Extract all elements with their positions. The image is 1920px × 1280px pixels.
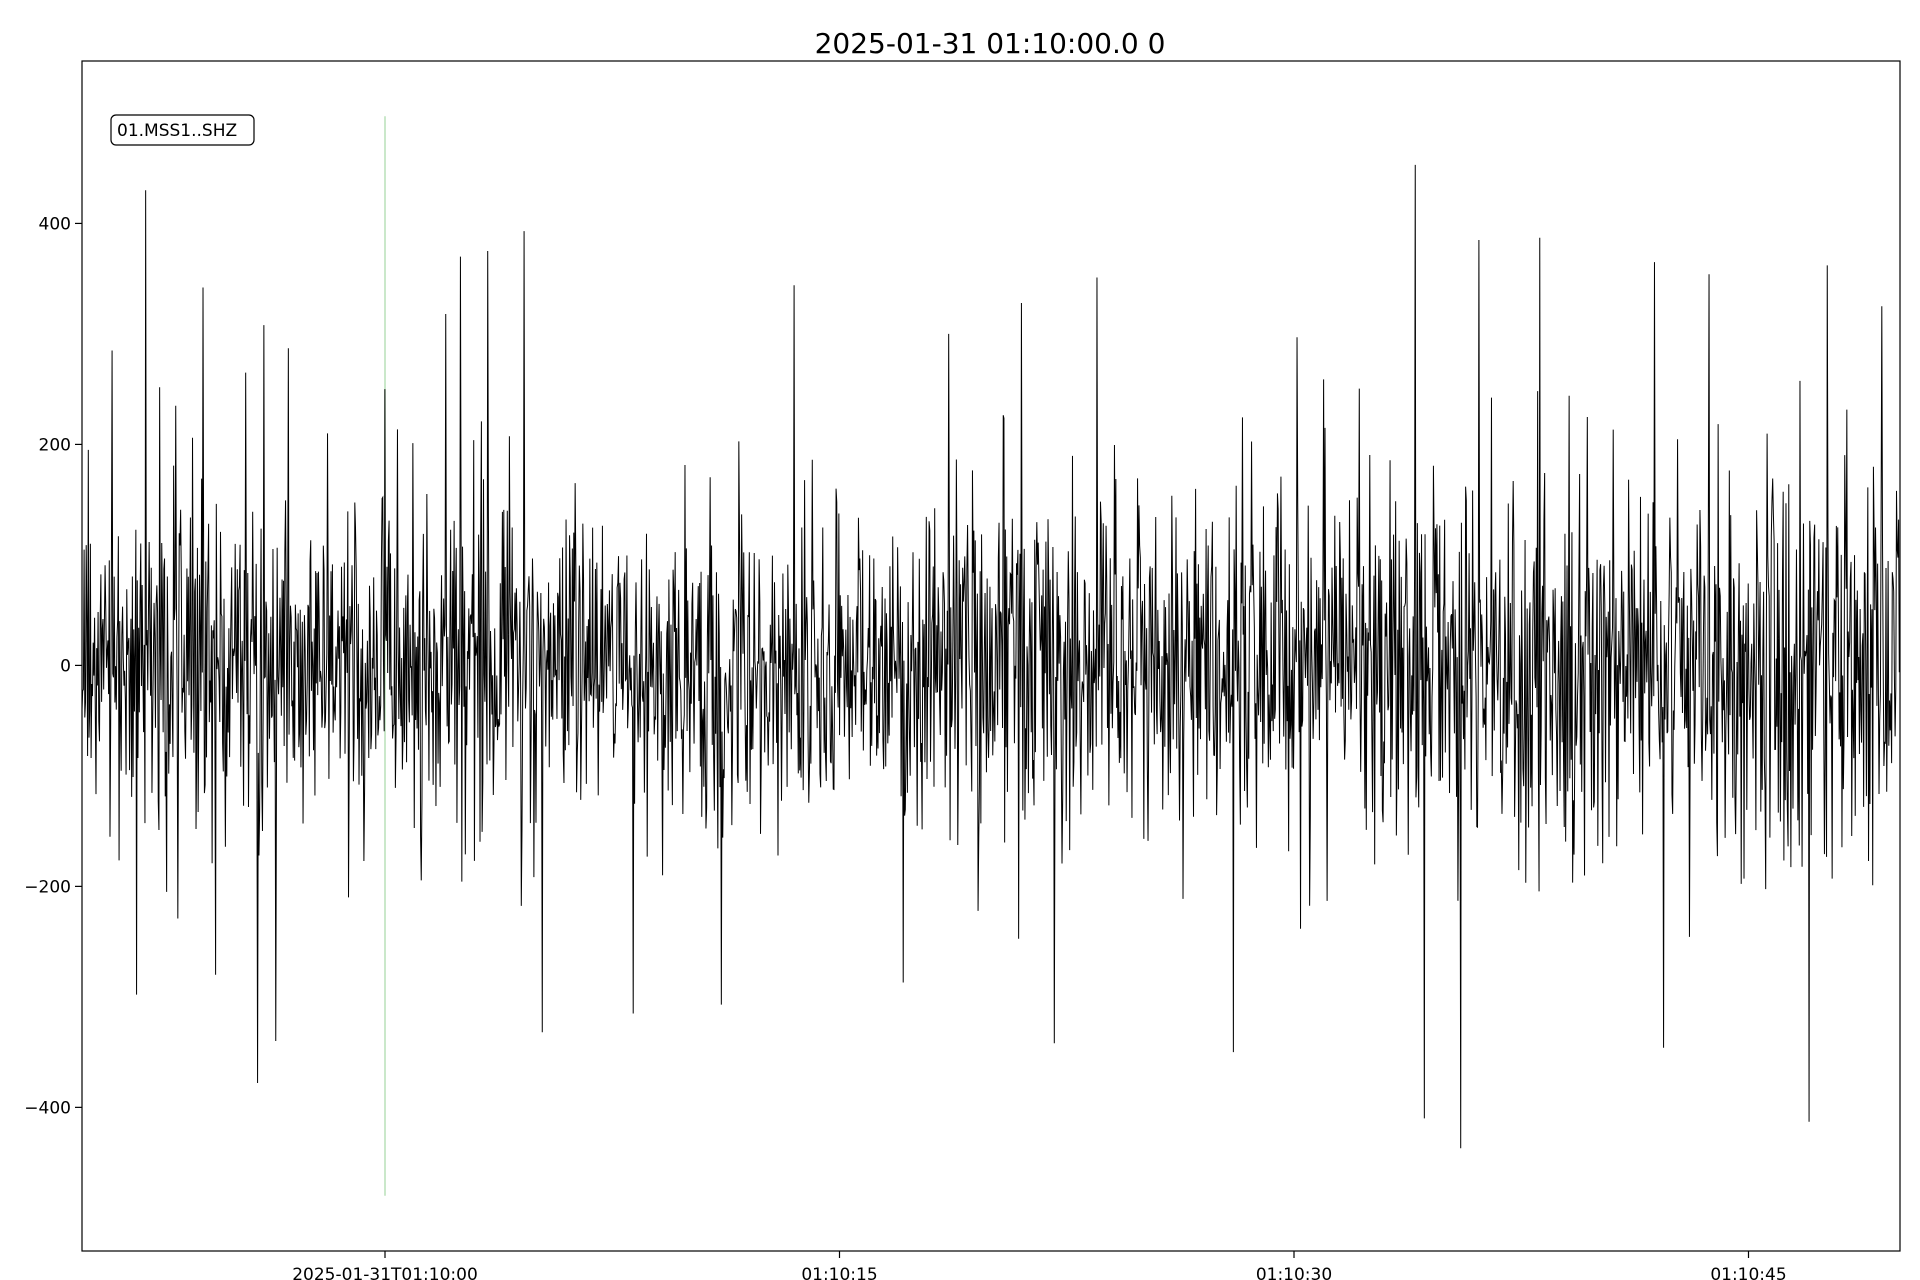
y-tick-label: 0 [60, 656, 71, 676]
x-tick-label: 01:10:30 [1256, 1265, 1332, 1280]
chart-title: 2025-01-31 01:10:00.0 0 [815, 27, 1166, 60]
plot-frame [81, 60, 1901, 1252]
y-tick-label: 400 [39, 214, 71, 234]
station-label-box: 01.MSS1..SHZ [110, 114, 255, 146]
x-tick-label: 2025-01-31T01:10:00 [292, 1265, 478, 1280]
station-label: 01.MSS1..SHZ [117, 121, 237, 141]
x-tick-label: 01:10:15 [801, 1265, 877, 1280]
y-axis: 400 200 0 −200 −400 [24, 214, 82, 1118]
y-tick-label: −400 [24, 1098, 71, 1118]
y-tick-label: 200 [39, 435, 71, 455]
station-label-frame [110, 114, 255, 146]
x-tick-label: 01:10:45 [1710, 1265, 1786, 1280]
y-tick-label: −200 [24, 877, 71, 897]
x-axis: 2025-01-31T01:10:00 01:10:15 01:10:30 01:10… [292, 1251, 1787, 1280]
waveform-trace [81, 164, 1901, 1149]
plot-area [81, 116, 1901, 1196]
